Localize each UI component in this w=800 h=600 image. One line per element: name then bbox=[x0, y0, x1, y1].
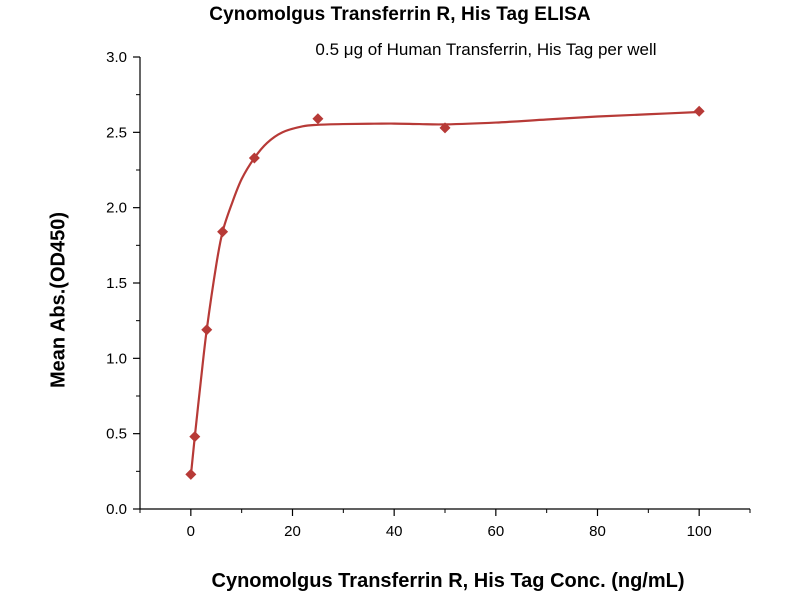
data-point bbox=[248, 152, 260, 164]
fit-curve bbox=[189, 110, 700, 476]
y-tick-label: 3.0 bbox=[106, 49, 127, 66]
y-tick-label: 0.0 bbox=[106, 501, 127, 518]
data-points bbox=[185, 105, 705, 480]
data-point bbox=[312, 113, 324, 125]
chart-title: Cynomolgus Transferrin R, His Tag ELISA bbox=[209, 4, 591, 25]
chart-subtitle: 0.5 μg of Human Transferrin, His Tag per… bbox=[315, 40, 657, 59]
data-point bbox=[185, 468, 197, 480]
y-tick-label: 2.0 bbox=[106, 200, 127, 217]
x-tick-label: 20 bbox=[284, 523, 301, 540]
y-axis-title: Mean Abs.(OD450) bbox=[47, 212, 70, 388]
x-tick-label: 40 bbox=[386, 523, 403, 540]
x-axis-title: Cynomolgus Transferrin R, His Tag Conc. … bbox=[211, 570, 685, 592]
data-point bbox=[439, 122, 451, 134]
data-point bbox=[217, 226, 229, 238]
data-point bbox=[189, 431, 201, 443]
x-tick-label: 60 bbox=[487, 523, 504, 540]
x-tick-label: 0 bbox=[187, 523, 195, 540]
y-tick-label: 1.0 bbox=[106, 350, 127, 367]
x-tick-label: 80 bbox=[589, 523, 606, 540]
data-point bbox=[693, 105, 705, 117]
fit-curve-layer bbox=[189, 110, 700, 476]
axes: 0.0 0.5 1.0 1.5 2.0 2.5 3.0 0 20 40 60 80 100 bbox=[106, 49, 751, 540]
y-tick-label: 0.5 bbox=[106, 426, 127, 443]
y-tick-label: 2.5 bbox=[106, 124, 127, 141]
y-tick-label: 1.5 bbox=[106, 275, 127, 292]
data-point bbox=[201, 324, 213, 336]
x-tick-label: 100 bbox=[687, 523, 712, 540]
